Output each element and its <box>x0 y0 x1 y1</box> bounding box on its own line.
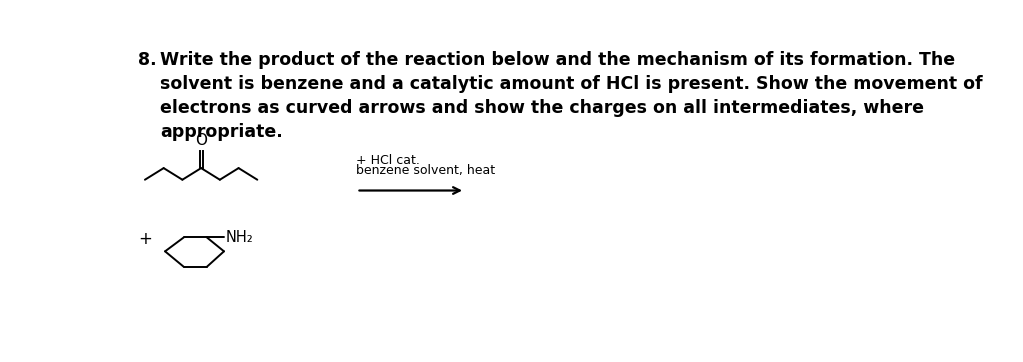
Text: O: O <box>195 133 207 148</box>
Text: +: + <box>138 230 151 248</box>
Text: + HCl cat.: + HCl cat. <box>356 153 420 167</box>
Text: Write the product of the reaction below and the mechanism of its formation. The
: Write the product of the reaction below … <box>161 51 983 141</box>
Text: benzene solvent, heat: benzene solvent, heat <box>356 164 495 177</box>
Text: 8.: 8. <box>138 51 157 69</box>
Text: NH₂: NH₂ <box>225 230 254 245</box>
